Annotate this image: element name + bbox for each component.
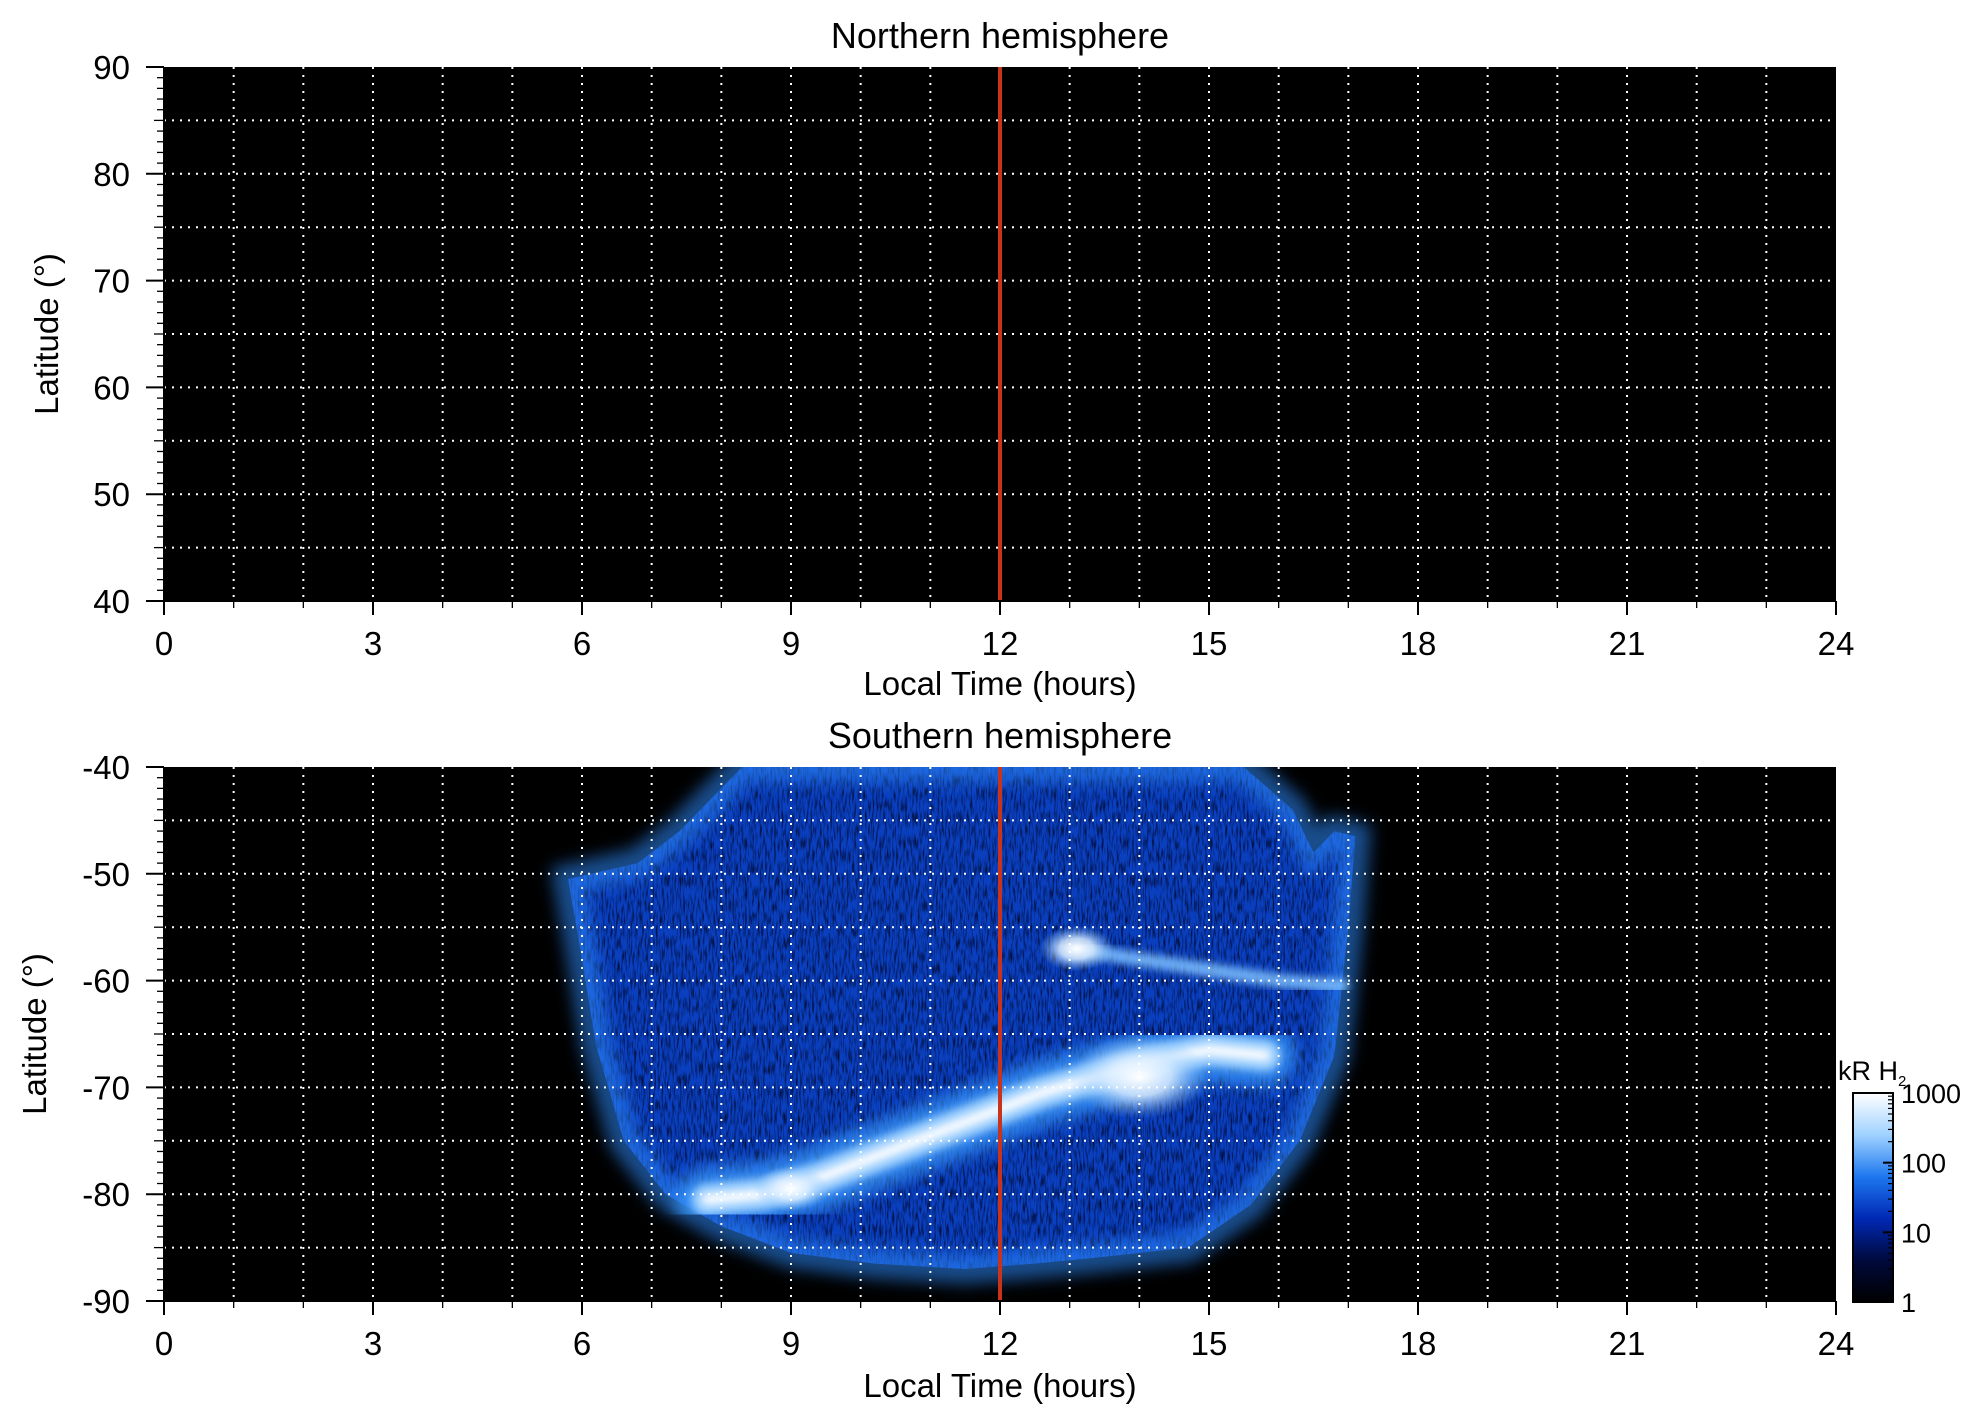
north-title: Northern hemisphere xyxy=(831,15,1169,56)
north-x-tick-label: 9 xyxy=(782,625,800,662)
north-x-tick-label: 12 xyxy=(982,625,1019,662)
colorbar-tick-label: 10 xyxy=(1901,1218,1931,1248)
colorbar-label: kR H2 xyxy=(1838,1056,1906,1090)
north-x-tick-label: 15 xyxy=(1191,625,1228,662)
north-y-tick-label: 60 xyxy=(93,369,130,406)
south-x-tick-label: 24 xyxy=(1818,1325,1855,1362)
south-x-tick-label: 18 xyxy=(1400,1325,1437,1362)
south-x-tick-label: 6 xyxy=(573,1325,591,1362)
south-bright-spot xyxy=(1038,925,1115,972)
north-grid xyxy=(164,67,1836,601)
south-emission xyxy=(550,767,1372,1285)
north-y-tick-label: 80 xyxy=(93,156,130,193)
south-title: Southern hemisphere xyxy=(828,715,1172,756)
south-x-tick-label: 9 xyxy=(782,1325,800,1362)
north-x-axis-label: Local Time (hours) xyxy=(863,665,1136,702)
north-y-tick-label: 70 xyxy=(93,263,130,300)
south-y-tick-label: -70 xyxy=(82,1069,130,1106)
north-x-tick-label: 0 xyxy=(155,625,173,662)
south-x-axis-label: Local Time (hours) xyxy=(863,1367,1136,1404)
south-bright-spots xyxy=(753,925,1210,1212)
north-x-tick-label: 18 xyxy=(1400,625,1437,662)
south-y-tick-label: -90 xyxy=(82,1283,130,1320)
south-x-tick-label: 21 xyxy=(1609,1325,1646,1362)
colorbar-tick-label: 1 xyxy=(1901,1288,1916,1318)
south-bright-spot xyxy=(1069,1034,1210,1119)
south-y-tick-label: -60 xyxy=(82,963,130,1000)
south-x-tick-labels: 0 3 6 9 12 15 18 21 24 xyxy=(155,1325,1855,1362)
south-y-tick-label: -40 xyxy=(82,749,130,786)
colorbar-label-subscript: 2 xyxy=(1898,1073,1906,1090)
colorbar-tick-label: 1000 xyxy=(1901,1079,1961,1109)
north-x-tick-label: 6 xyxy=(573,625,591,662)
colorbar-label-main: kR H xyxy=(1838,1056,1898,1086)
north-x-tick-label: 24 xyxy=(1818,625,1855,662)
north-axes xyxy=(146,66,1837,615)
south-x-tick-label: 3 xyxy=(364,1325,382,1362)
south-y-tick-labels: -40 -50 -60 -70 -80 -90 xyxy=(82,749,130,1320)
north-x-tick-label: 3 xyxy=(364,625,382,662)
north-y-tick-label: 40 xyxy=(93,583,130,620)
colorbar-tick-label: 100 xyxy=(1901,1149,1946,1179)
south-y-axis-label: Latitude (°) xyxy=(16,953,53,1115)
south-y-tick-label: -80 xyxy=(82,1176,130,1213)
colorbar: kR H2 1 10 100 1000 xyxy=(1838,1056,1961,1318)
south-y-tick-label: -50 xyxy=(82,856,130,893)
south-panel: Southern hemisphere 0 3 6 9 12 15 18 21 24 -40 -5… xyxy=(16,715,1854,1404)
north-panel: Northern hemisphere 0 3 6 9 12 15 18 21 24 40 50 6… xyxy=(28,15,1854,702)
south-secondary-arc xyxy=(1062,941,1349,993)
colorbar-gradient xyxy=(1852,1092,1894,1303)
south-coverage-rim xyxy=(550,767,1372,1285)
north-x-tick-labels: 0 3 6 9 12 15 18 21 24 xyxy=(155,625,1855,662)
south-axes xyxy=(146,766,1837,1315)
south-bright-spot xyxy=(753,1166,829,1212)
colorbar-ticks: 1 10 100 1000 xyxy=(1883,1079,1961,1318)
north-x-tick-label: 21 xyxy=(1609,625,1646,662)
north-y-tick-labels: 40 50 60 70 80 90 xyxy=(93,49,130,620)
south-x-tick-label: 15 xyxy=(1191,1325,1228,1362)
south-coverage-texture xyxy=(568,767,1356,1269)
south-x-tick-label: 12 xyxy=(982,1325,1019,1362)
north-y-tick-label: 90 xyxy=(93,49,130,86)
south-grid xyxy=(164,767,1836,1301)
north-y-axis-label: Latitude (°) xyxy=(28,253,65,415)
south-x-tick-label: 0 xyxy=(155,1325,173,1362)
north-y-tick-label: 50 xyxy=(93,476,130,513)
